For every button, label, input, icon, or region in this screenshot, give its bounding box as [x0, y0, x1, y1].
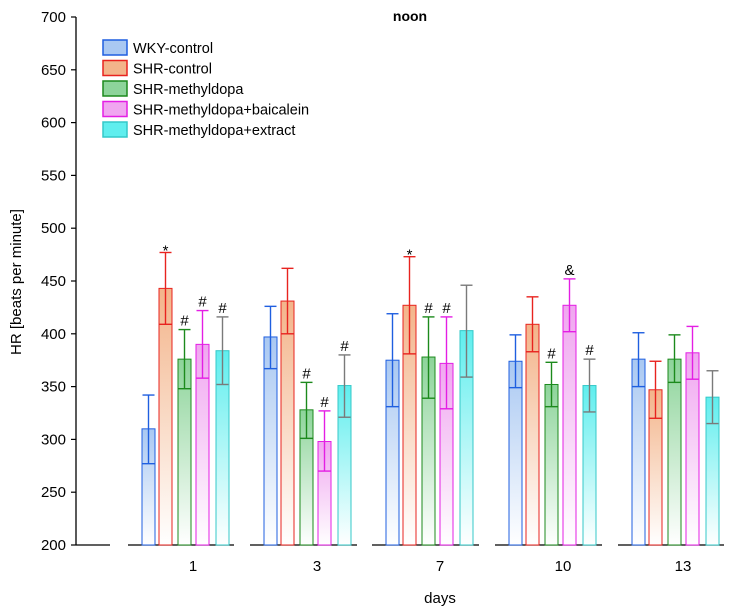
y-tick-label: 550 — [41, 167, 66, 184]
legend-swatch — [102, 39, 128, 56]
legend-label: SHR-methyldopa+baicalein — [133, 103, 309, 119]
significance-marks: * * # # # # # # # & # # # — [163, 242, 595, 410]
significance-mark: # — [320, 394, 329, 411]
significance-mark: # — [198, 294, 207, 311]
significance-mark: # — [180, 313, 189, 330]
x-tick-label: 3 — [313, 558, 321, 575]
y-tick-label: 300 — [41, 431, 66, 448]
significance-mark: # — [442, 300, 451, 317]
x-tick-label: 10 — [555, 558, 572, 575]
bar-shr-control-day-3 — [280, 300, 295, 546]
bar-shr-methyldopa-day-13 — [667, 358, 682, 546]
bar-shr-methyldopa-baicalein-day-13 — [685, 352, 700, 546]
legend-swatch — [102, 100, 128, 118]
bar-shr-methyldopa-day-10 — [544, 383, 559, 546]
y-tick-label: 600 — [41, 115, 66, 132]
significance-mark: # — [302, 365, 311, 382]
y-axis-title: HR [beats per minute] — [8, 209, 25, 355]
legend-swatch — [102, 80, 128, 97]
significance-mark: * — [163, 242, 169, 259]
y-tick-label: 350 — [41, 379, 66, 396]
x-tick-label: 1 — [189, 558, 197, 575]
error-bars — [142, 251, 719, 472]
y-tick-label: 450 — [41, 273, 66, 290]
significance-mark: # — [340, 338, 349, 355]
bar-shr-control-day-10 — [525, 323, 540, 546]
y-tick-label: 500 — [41, 220, 66, 237]
legend-label: SHR-methyldopa+extract — [133, 123, 295, 139]
bar-shr-methyldopa-baicalein-day-10 — [562, 304, 577, 546]
y-tick-label: 700 — [41, 9, 66, 26]
significance-mark: * — [407, 247, 413, 264]
y-tick-label: 250 — [41, 484, 66, 501]
legend-swatch — [102, 59, 128, 77]
significance-mark: # — [547, 345, 556, 362]
significance-mark: & — [564, 262, 574, 279]
significance-mark: # — [218, 300, 227, 317]
legend: WKY-control SHR-control SHR-methyldopa SHR-… — [102, 39, 309, 139]
y-tick-label: 200 — [41, 537, 66, 554]
legend-label: SHR-methyldopa — [133, 82, 244, 98]
bars — [141, 287, 720, 546]
significance-mark: # — [424, 300, 433, 317]
significance-mark: # — [585, 342, 594, 359]
legend-label: WKY-control — [133, 41, 213, 57]
bar-wky-control-day-10 — [508, 360, 523, 546]
legend-label: SHR-control — [133, 62, 212, 78]
y-tick-label: 400 — [41, 326, 66, 343]
legend-swatch — [102, 121, 128, 138]
x-tick-label: 13 — [675, 558, 692, 575]
y-tick-label: 650 — [41, 62, 66, 79]
x-axis-title: days — [424, 590, 456, 607]
x-tick-label: 7 — [436, 558, 444, 575]
chart-title: noon — [393, 8, 427, 24]
bar-shr-control-day-1 — [158, 287, 173, 546]
